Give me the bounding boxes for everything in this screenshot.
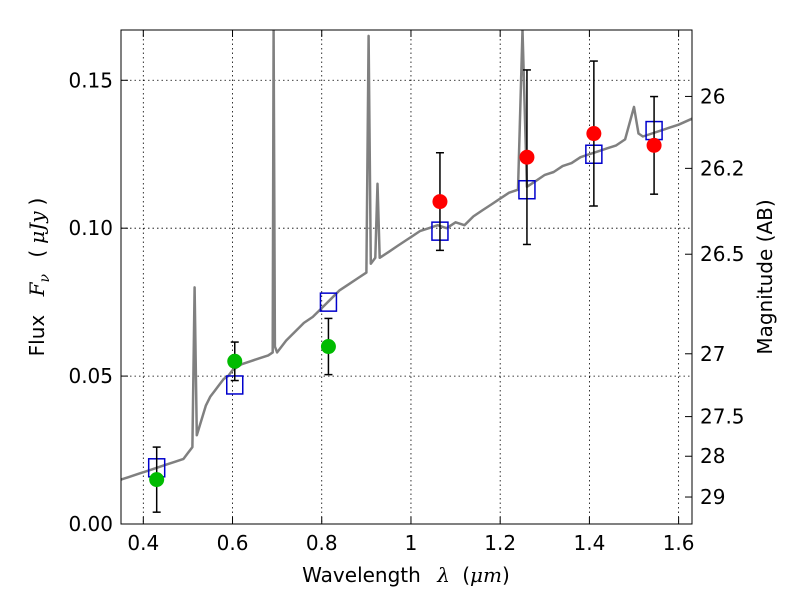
red-data-point — [586, 126, 602, 142]
y2-tick-label: 27.5 — [700, 405, 745, 429]
x-tick-label: 1.4 — [573, 531, 605, 555]
x-tick-label: 0.6 — [217, 531, 249, 555]
y-tick-label: 0.15 — [68, 68, 113, 92]
red-data-point — [432, 194, 448, 210]
red-data-point — [519, 149, 535, 165]
error-bars — [149, 60, 662, 513]
y2-tick-label: 26.5 — [700, 242, 745, 266]
green-data-point — [320, 339, 336, 355]
y2-tick-label: 29 — [700, 485, 725, 509]
x-tick-label: 1.6 — [663, 531, 695, 555]
x-tick-label: 0.8 — [306, 531, 338, 555]
y2-tick-label: 27 — [700, 342, 725, 366]
grid-lines — [121, 30, 692, 524]
y2-tick-label: 28 — [700, 444, 725, 468]
model-square-marker — [319, 292, 338, 312]
y2-axis-label: Magnitude (AB) — [753, 199, 777, 354]
spectrum-line — [121, 30, 692, 481]
x-tick-label: 1 — [405, 531, 418, 555]
x-tick-label: 0.4 — [127, 531, 159, 555]
x-tick-label: 1.2 — [484, 531, 516, 555]
y-tick-label: 0.05 — [68, 364, 113, 388]
y-axis-label: Flux Fν (μJy) — [25, 198, 54, 357]
y2-tick-label: 26 — [700, 84, 725, 108]
axis-ticks: 0.4 0.6 0.8 1 1.2 1.4 1.6 0.00 0.05 0.10 0.15 26 26.… — [68, 30, 745, 555]
plot-data — [121, 30, 692, 481]
x-axis-label: Wavelength λ (μm) — [302, 563, 510, 587]
green-data-point — [227, 353, 243, 369]
red-data-point — [646, 137, 662, 153]
y2-tick-label: 26.2 — [700, 156, 745, 180]
green-data-point — [149, 472, 165, 488]
y-tick-label: 0.00 — [68, 512, 113, 536]
y-tick-label: 0.10 — [68, 216, 113, 240]
plot-frame — [120, 29, 693, 525]
